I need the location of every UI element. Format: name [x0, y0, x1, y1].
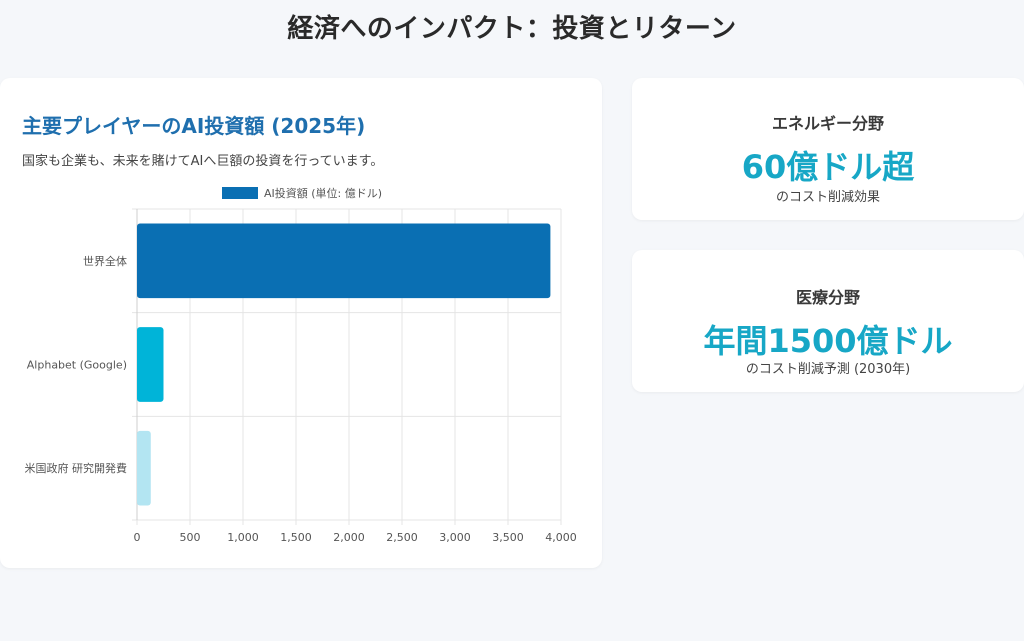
x-tick-label: 3,500: [492, 531, 524, 544]
bar: [137, 223, 551, 299]
x-tick-label: 3,000: [439, 531, 471, 544]
page-title: 経済へのインパクト：投資とリターン: [287, 14, 737, 44]
stat-note: のコスト削減予測 (2030年): [745, 362, 911, 377]
y-category-label: 米国政府 研究開発費: [25, 461, 128, 475]
investment-chart-card: 主要プレイヤーのAI投資額 (2025年) 国家も企業も、未来を賭けてAIへ巨額…: [0, 78, 602, 568]
x-tick-label: 500: [180, 531, 201, 544]
y-category-label: 世界全体: [83, 254, 127, 268]
legend-label: AI投資額 (単位: 億ドル): [264, 186, 382, 200]
stat-value: 60億ドル超: [741, 148, 915, 186]
energy-stat-card: エネルギー分野 60億ドル超 のコスト削減効果: [632, 78, 1024, 220]
medical-stat-card: 医療分野 年間1500億ドル のコスト削減予測 (2030年): [632, 250, 1024, 392]
x-tick-label: 1,000: [227, 531, 259, 544]
chart-title: 主要プレイヤーのAI投資額 (2025年): [22, 114, 366, 138]
investment-bar-chart: 0 500 1,000 1,500 2,000 2,500 3,000 3,500 4,000 世…: [25, 186, 577, 544]
chart-description: 国家も企業も、未来を賭けてAIへ巨額の投資を行っています。: [22, 154, 384, 169]
x-tick-label: 0: [134, 531, 141, 544]
bar: [137, 430, 151, 506]
x-tick-label: 2,000: [333, 531, 365, 544]
bar: [137, 327, 164, 402]
x-tick-label: 1,500: [280, 531, 312, 544]
stat-value: 年間1500億ドル: [703, 322, 953, 360]
stat-note: のコスト削減効果: [775, 190, 880, 205]
x-tick-label: 4,000: [545, 531, 577, 544]
y-category-label: Alphabet (Google): [27, 359, 127, 372]
stat-label: 医療分野: [795, 288, 860, 307]
x-tick-label: 2,500: [386, 531, 418, 544]
stat-label: エネルギー分野: [771, 114, 884, 133]
legend-swatch: [222, 187, 258, 199]
